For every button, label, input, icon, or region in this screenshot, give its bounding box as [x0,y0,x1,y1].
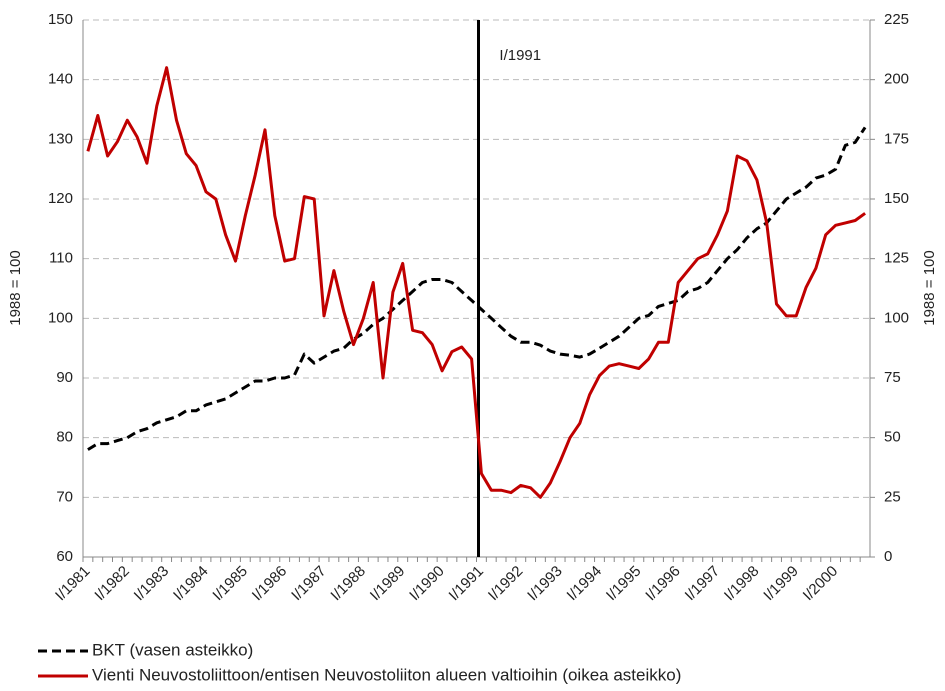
x-tick-label: I/1988 [327,563,369,605]
y2-tick-label: 50 [884,429,901,446]
x-tick-label: I/1989 [367,563,409,605]
y2-tick-label: 175 [884,130,909,147]
x-tick-label: I/2000 [800,563,842,605]
y2-tick-label: 0 [884,548,892,565]
x-tick-label: I/1983 [131,563,173,605]
y2-tick-label: 225 [884,11,909,28]
y-tick-label: 60 [56,548,73,565]
y-tick-label: 80 [56,429,73,446]
x-tick-label: I/1990 [406,563,448,605]
x-tick-label: I/1987 [288,563,330,605]
x-tick-label: I/1981 [52,563,94,605]
x-tick-label: I/1984 [170,563,212,605]
x-tick-label: I/1993 [524,563,566,605]
x-tick-label: I/1982 [91,563,133,605]
y2-tick-label: 25 [884,488,901,505]
y-tick-label: 110 [49,250,73,267]
y2-tick-label: 150 [884,190,909,207]
y2-tick-label: 100 [884,309,909,326]
legend-label: Vienti Neuvostoliittoon/entisen Neuvosto… [92,665,681,684]
x-tick-label: I/1996 [642,563,684,605]
x-tick-label: I/1997 [682,563,724,605]
x-tick-label: I/1994 [564,563,606,605]
y-tick-label: 90 [56,369,73,386]
y2-tick-label: 125 [884,250,909,267]
y-tick-label: 100 [48,309,73,326]
series-line [87,126,867,451]
x-tick-label: I/1985 [209,563,251,605]
y2-tick-label: 75 [884,369,901,386]
y-tick-label: 70 [56,488,73,505]
y-axis-title: 1988 = 100 [7,250,24,326]
y-tick-label: 130 [48,130,73,147]
x-tick-label: I/1986 [249,563,291,605]
y2-tick-label: 200 [884,71,909,88]
y2-axis-title: 1988 = 100 [921,250,938,326]
x-tick-label: I/1999 [760,563,802,605]
y-tick-label: 150 [48,11,73,28]
annotation-label: I/1991 [499,47,541,64]
series-line [86,66,866,499]
x-tick-label: I/1991 [446,563,488,605]
x-tick-label: I/1995 [603,563,645,605]
x-tick-label: I/1998 [721,563,763,605]
y-tick-label: 140 [48,71,73,88]
y-tick-label: 120 [48,190,73,207]
x-tick-label: I/1992 [485,563,527,605]
legend-label: BKT (vasen asteikko) [92,640,253,659]
